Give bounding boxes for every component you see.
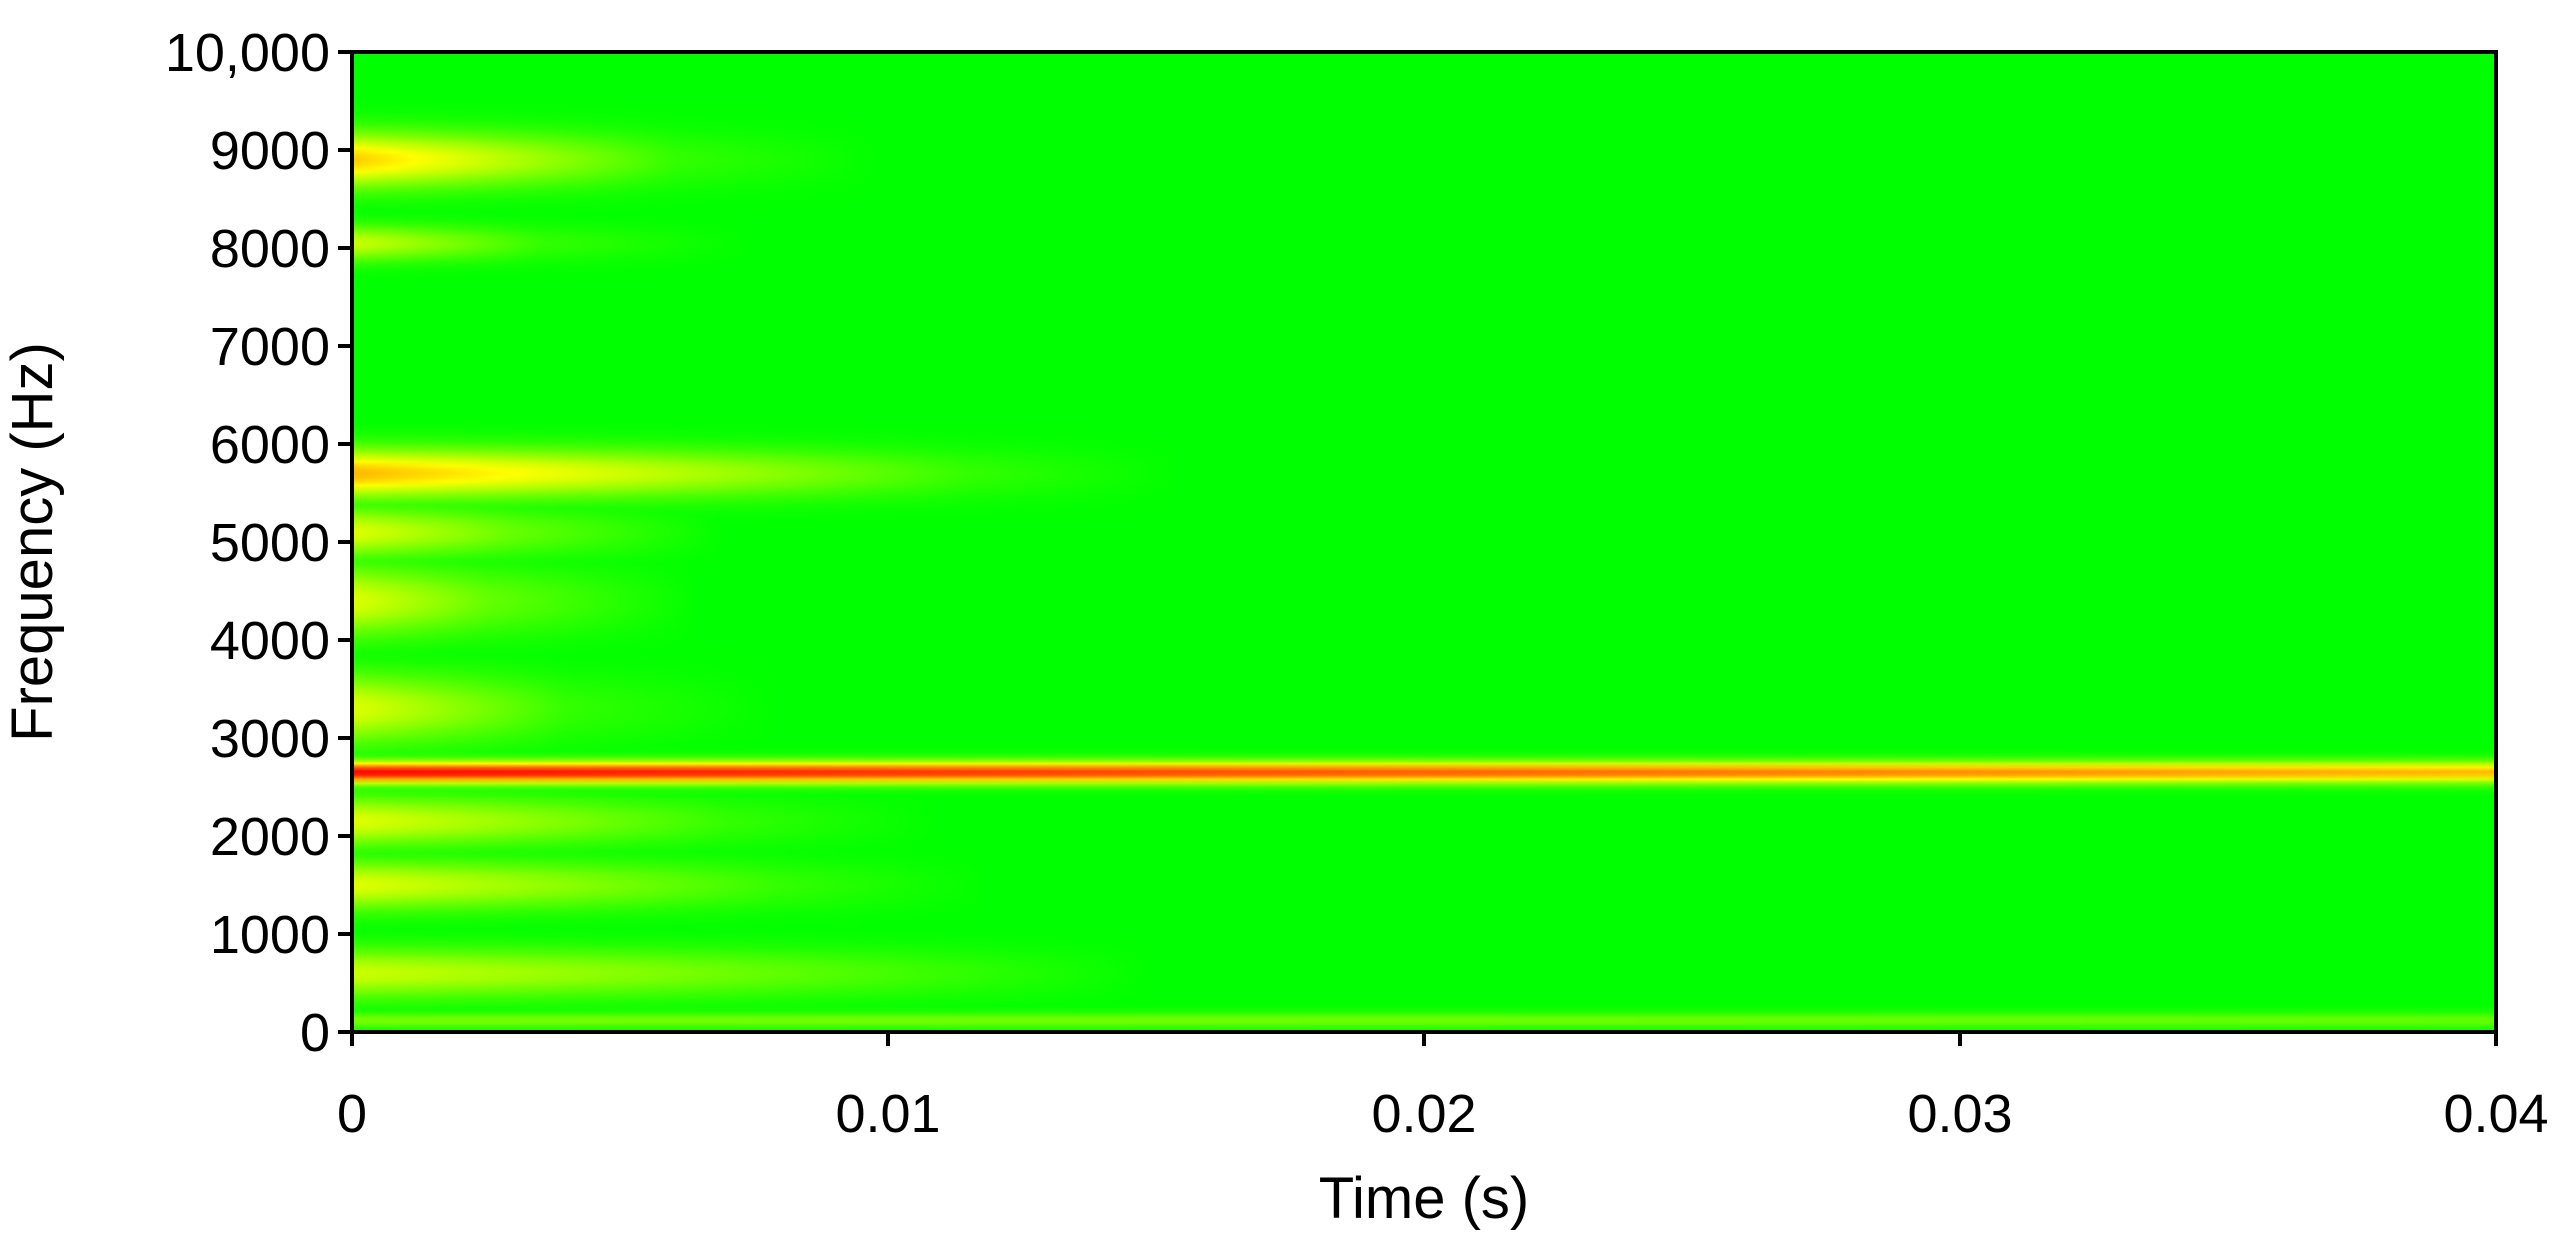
y-tick-label: 2000: [210, 807, 330, 867]
y-tick-label: 6000: [210, 415, 330, 475]
y-tick-label: 10,000: [165, 23, 330, 83]
x-tick-label: 0.04: [2443, 1084, 2548, 1144]
heatmap-image: [352, 52, 2496, 1032]
y-axis-label: Frequency (Hz): [0, 342, 65, 742]
x-tick-label: 0.03: [1907, 1084, 2012, 1144]
x-axis-label: Time (s): [1319, 1166, 1529, 1231]
x-tick-label: 0.01: [835, 1084, 940, 1144]
plot-area: [350, 50, 2498, 1034]
x-tick-label: 0.02: [1371, 1084, 1476, 1144]
y-tick-label: 4000: [210, 611, 330, 671]
x-tick-label: 0: [337, 1084, 367, 1144]
y-tick-label: 3000: [210, 709, 330, 769]
y-tick-label: 1000: [210, 905, 330, 965]
y-tick-label: 8000: [210, 219, 330, 279]
y-tick-label: 0: [300, 1003, 330, 1063]
y-tick-label: 7000: [210, 317, 330, 377]
x-axis: 0 0.01 0.02 0.03 0.04: [337, 1032, 2549, 1144]
y-tick-label: 9000: [210, 121, 330, 181]
y-tick-label: 5000: [210, 513, 330, 573]
y-axis: 0 1000 2000 3000 4000 5000 6000 7000 8000 9000 10,…: [165, 23, 352, 1063]
